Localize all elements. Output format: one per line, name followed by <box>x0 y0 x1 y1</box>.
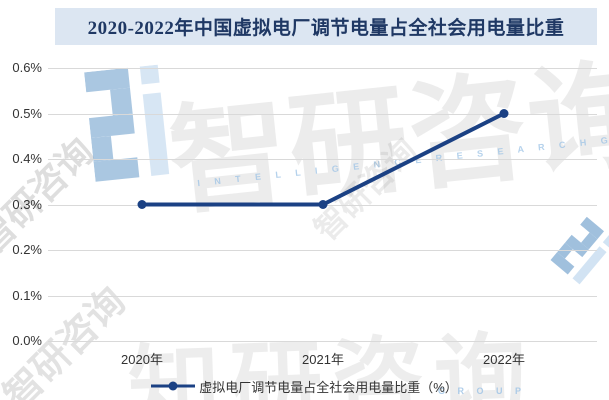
watermark-caption: I N T E L L I G E N C E R E S E A R C H … <box>196 126 609 189</box>
y-tick-label: 0.2% <box>12 242 42 257</box>
watermark-brand-midright: 智研咨询 <box>307 131 424 248</box>
legend: 虚拟电厂调节电量占全社会用电量比重（%） <box>0 377 609 395</box>
gridline <box>48 204 597 206</box>
x-tick-label: 2020年 <box>121 352 163 367</box>
gridline <box>48 341 597 342</box>
chart-title: 2020-2022年中国虚拟电厂调节电量占全社会用电量比重 <box>87 18 565 39</box>
gridline <box>48 250 597 251</box>
y-tick-label: 0.6% <box>12 60 42 75</box>
y-tick-label: 0.0% <box>12 333 42 348</box>
brand-logo-icon-small <box>546 216 609 291</box>
x-tick-label: 2021年 <box>302 352 344 367</box>
y-tick-label: 0.4% <box>12 151 42 166</box>
legend-marker-icon <box>151 381 196 391</box>
gridline <box>48 68 597 69</box>
legend-label: 虚拟电厂调节电量占全社会用电量比重（%） <box>199 379 458 395</box>
gridline <box>48 295 597 297</box>
brand-logo-icon <box>84 64 174 189</box>
gridline <box>48 159 597 160</box>
x-tick-label: 2022年 <box>483 352 525 367</box>
y-tick-label: 0.1% <box>12 287 42 303</box>
gridline <box>48 113 597 115</box>
y-tick-label: 0.5% <box>12 105 42 121</box>
y-tick-label: 0.3% <box>12 196 42 212</box>
chart-title-banner: 2020-2022年中国虚拟电厂调节电量占全社会用电量比重 <box>55 8 597 45</box>
